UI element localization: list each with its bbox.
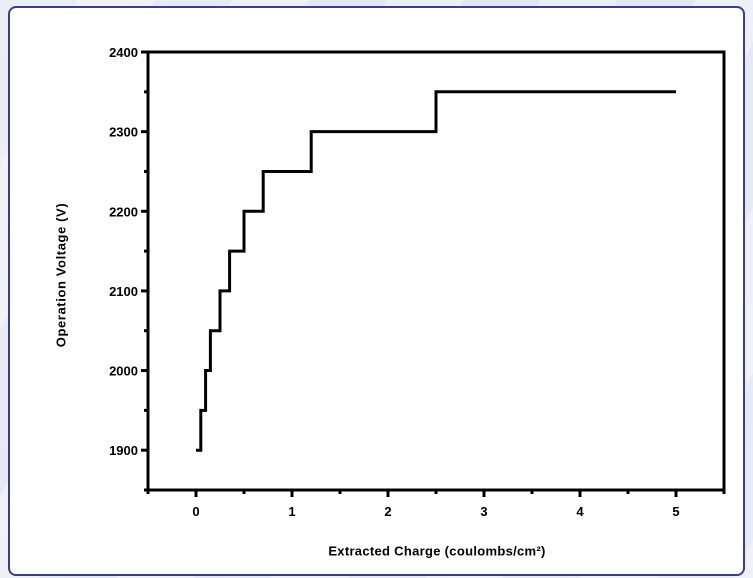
x-tick-label: 4 <box>576 504 584 519</box>
series-line <box>196 90 676 452</box>
x-tick-label: 3 <box>480 504 487 519</box>
y-tick-label: 2200 <box>109 204 138 219</box>
x-axis-label: Extracted Charge (coulombs/cm²) <box>328 543 546 559</box>
y-axis-label: Operation Voltage (V) <box>53 202 69 348</box>
x-tick-label: 2 <box>384 504 391 519</box>
x-tick-label: 5 <box>672 504 679 519</box>
chart-panel <box>8 6 745 576</box>
y-tick-label: 2100 <box>109 284 138 299</box>
x-tick-label: 1 <box>288 504 295 519</box>
y-tick-label: 2400 <box>109 45 138 60</box>
x-tick-label: 0 <box>192 504 199 519</box>
y-tick-label: 2300 <box>109 125 138 140</box>
y-tick-label: 2000 <box>109 364 138 379</box>
y-tick-label: 1900 <box>109 443 138 458</box>
